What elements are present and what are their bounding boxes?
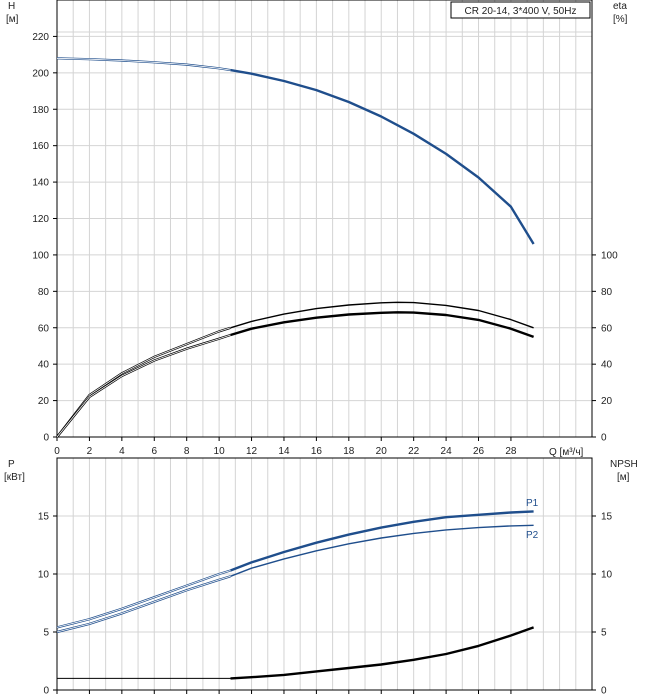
left-tick-label: 160 <box>32 141 49 152</box>
left-tick-label: 220 <box>32 32 49 43</box>
npsh-axis-unit: [м] <box>617 472 630 483</box>
left-tick-label: 80 <box>38 287 50 298</box>
eta-axis-label: eta <box>613 1 627 12</box>
x-tick-label: 2 <box>87 446 93 457</box>
x-tick-label: 18 <box>343 446 355 457</box>
upper-panel: 0204060801001201401601802002200204060801… <box>32 0 618 457</box>
left-tick-label: 0 <box>43 433 49 444</box>
right-tick-label: 15 <box>601 512 613 523</box>
x-tick-label: 8 <box>184 446 190 457</box>
right-tick-label: 20 <box>601 396 613 407</box>
series-line-h <box>230 68 535 245</box>
x-tick-label: 10 <box>214 446 226 457</box>
npsh-axis-label: NPSH <box>610 459 638 470</box>
series-line-p2 <box>230 524 534 577</box>
x-tick-label: 0 <box>54 446 60 457</box>
series-line-p2-extended-inner <box>56 575 231 633</box>
right-tick-label: 10 <box>601 570 613 581</box>
x-tick-label: 16 <box>311 446 323 457</box>
x-tick-label: 6 <box>151 446 157 457</box>
right-tick-label: 0 <box>601 686 607 697</box>
series-line-p1-extended-inner <box>56 570 231 628</box>
left-tick-label: 200 <box>32 68 49 79</box>
left-tick-label: 180 <box>32 105 49 116</box>
right-tick-label: 100 <box>601 250 618 261</box>
left-tick-label: 20 <box>38 396 50 407</box>
x-tick-label: 20 <box>376 446 388 457</box>
x-tick-label: 22 <box>408 446 420 457</box>
series-label-p1: P1 <box>526 498 539 509</box>
series-line-eta_total <box>230 311 535 339</box>
p-axis-unit: [кВт] <box>4 472 25 483</box>
p-axis-label: P <box>8 459 15 470</box>
left-tick-label: 140 <box>32 178 49 189</box>
series-line-h-extended <box>56 57 231 72</box>
series-line-p1 <box>230 510 534 572</box>
q-axis-label: Q [м³/ч] <box>549 447 584 458</box>
title-box <box>450 1 591 19</box>
series-line-npsh <box>230 626 535 680</box>
lower-panel: 0 5 10 15 0 5 10 15 <box>38 457 613 697</box>
left-tick-label: 120 <box>32 214 49 225</box>
x-tick-label: 28 <box>505 446 517 457</box>
left-tick-label: 0 <box>43 686 49 697</box>
right-tick-label: 5 <box>601 628 607 639</box>
right-tick-label: 60 <box>601 323 613 334</box>
left-tick-label: 15 <box>38 512 50 523</box>
left-tick-label: 60 <box>38 323 50 334</box>
series-line-eta_pump <box>230 301 534 329</box>
series-label-p2: P2 <box>526 530 539 541</box>
left-tick-label: 10 <box>38 570 50 581</box>
h-axis-unit: [м] <box>6 14 19 25</box>
series-line-eta_pump-extended-inner <box>56 327 231 438</box>
series-line-eta_total-extended <box>56 333 231 438</box>
x-tick-label: 24 <box>441 446 453 457</box>
series-line-h-extended-inner <box>56 57 231 71</box>
x-tick-label: 12 <box>246 446 258 457</box>
left-tick-label: 40 <box>38 360 50 371</box>
left-tick-label: 5 <box>43 628 49 639</box>
x-tick-label: 14 <box>278 446 290 457</box>
chart-title: CR 20-14, 3*400 V, 50Hz <box>465 6 577 17</box>
h-axis-label: H <box>8 1 15 12</box>
eta-axis-unit: [%] <box>613 14 628 25</box>
x-tick-label: 4 <box>119 446 125 457</box>
right-tick-label: 40 <box>601 360 613 371</box>
x-tick-label: 26 <box>473 446 485 457</box>
left-tick-label: 100 <box>32 250 49 261</box>
right-tick-label: 0 <box>601 433 607 444</box>
series-line-eta_total-extended-inner <box>56 334 231 438</box>
right-tick-label: 80 <box>601 287 613 298</box>
